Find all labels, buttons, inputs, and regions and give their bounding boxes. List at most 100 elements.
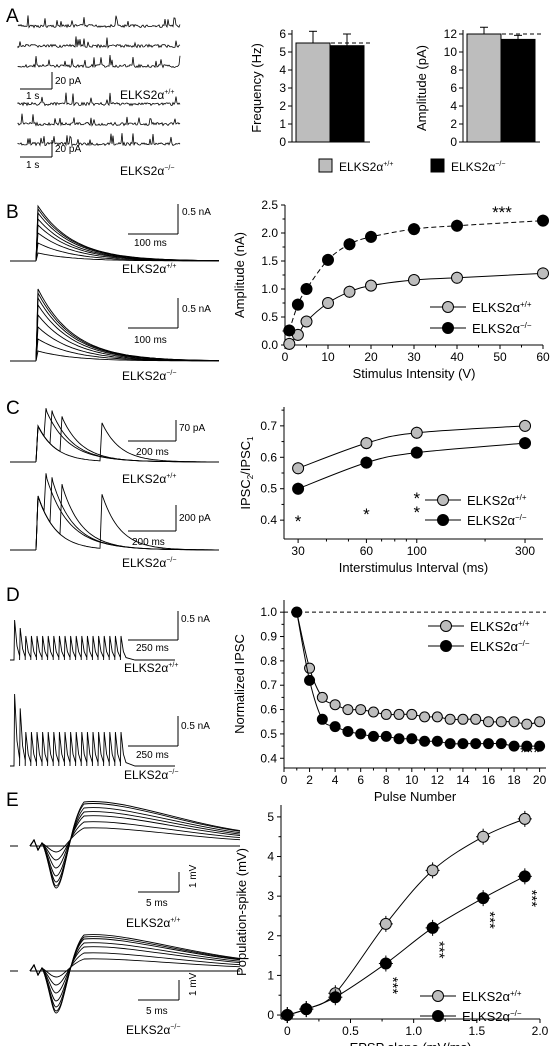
data-point-ko bbox=[534, 740, 546, 752]
data-point-ko bbox=[365, 230, 377, 243]
y-tick-label: 2 bbox=[450, 117, 457, 131]
frequency-bar-chart: 0 1 2 3 4 5 6 Frequency (Hz) bbox=[249, 27, 370, 149]
panel-e-wt-scalebar: 5 ms 1 mV bbox=[138, 864, 199, 909]
significance-annotation: * bbox=[295, 512, 302, 531]
panel-c-ko-label: ELKS2α−/− bbox=[122, 556, 176, 570]
data-point-ko bbox=[342, 725, 354, 737]
x-tick-label: 1.0 bbox=[405, 1024, 422, 1038]
data-point-ko bbox=[457, 738, 469, 750]
y-axis-label: Normalized IPSC bbox=[232, 634, 247, 734]
significance-annotation: *** bbox=[481, 911, 498, 929]
panel-b-wt-scale-current: 0.5 nA bbox=[182, 207, 211, 218]
paired-pulse-trace bbox=[35, 410, 219, 463]
data-point-wt bbox=[355, 704, 367, 716]
data-point-ko bbox=[322, 253, 334, 266]
data-point-wt bbox=[329, 699, 341, 711]
bar-ko bbox=[329, 45, 365, 143]
y-tick-label: 1.5 bbox=[261, 254, 278, 268]
data-point-ko bbox=[431, 735, 443, 747]
y-tick-label: 0.0 bbox=[261, 338, 278, 352]
data-point-wt bbox=[292, 462, 305, 475]
data-point-wt bbox=[518, 812, 531, 825]
panel-e-ko-scale-voltage: 1 mV bbox=[188, 972, 199, 996]
legend-ko-swatch bbox=[430, 158, 445, 173]
data-point-ko bbox=[281, 1009, 294, 1022]
data-point-ko bbox=[519, 437, 532, 450]
panel-a-ko-scale-time: 1 s bbox=[26, 160, 39, 171]
x-tick-label: 6 bbox=[357, 773, 364, 787]
y-tick-label: 0.6 bbox=[260, 450, 277, 464]
panel-b-ko-scale-current: 0.5 nA bbox=[182, 304, 211, 315]
field-potential-trace bbox=[29, 958, 241, 978]
data-point-ko bbox=[304, 674, 316, 686]
panel-c-ko-scale-current: 200 pA bbox=[179, 513, 211, 524]
data-point-ko bbox=[470, 738, 482, 750]
legend-wt-label: ELKS2α+/+ bbox=[462, 989, 522, 1004]
x-tick-label: 30 bbox=[407, 350, 421, 364]
panel-d-ko-scalebar: 250 ms 0.5 nA bbox=[128, 716, 210, 761]
panel-b-traces bbox=[10, 204, 220, 362]
legend-marker bbox=[442, 301, 454, 313]
panel-c-ko-scalebar: 200 ms 200 pA bbox=[128, 505, 211, 548]
legend-wt-label: ELKS2α+/+ bbox=[339, 160, 393, 174]
y-tick-label: 0.6 bbox=[260, 703, 277, 717]
y-tick-label: 1.0 bbox=[261, 282, 278, 296]
paired-pulse-trace bbox=[35, 494, 219, 551]
y-tick-label: 0.7 bbox=[260, 678, 277, 692]
y-tick-label: 2 bbox=[279, 99, 286, 113]
data-point-ko bbox=[518, 870, 531, 883]
panel-c-ko-scale-time: 200 ms bbox=[132, 537, 165, 548]
data-point-ko bbox=[495, 738, 507, 750]
y-axis-label: Frequency (Hz) bbox=[249, 43, 264, 133]
y-tick-label: 0.9 bbox=[260, 630, 277, 644]
data-point-wt bbox=[300, 315, 313, 328]
data-point-ko bbox=[291, 298, 304, 311]
field-potential-trace bbox=[29, 811, 241, 877]
panel-a-ko-scalebar: 1 s 20 pA bbox=[20, 140, 81, 171]
field-potential-trace bbox=[29, 938, 241, 1008]
panel-b-ko-scalebar: 100 ms 0.5 nA bbox=[128, 298, 211, 346]
data-point-ko bbox=[406, 733, 418, 745]
panel-d-traces bbox=[10, 619, 175, 767]
x-tick-label: 30 bbox=[291, 544, 305, 558]
legend-marker bbox=[440, 620, 452, 632]
y-tick-label: 0.5 bbox=[260, 727, 277, 741]
legend-marker bbox=[437, 494, 449, 506]
data-point-wt bbox=[457, 713, 469, 725]
y-tick-label: 0 bbox=[279, 135, 286, 149]
x-tick-label: 18 bbox=[507, 773, 521, 787]
data-point-ko bbox=[316, 713, 328, 725]
panel-c-wt-scale-time: 200 ms bbox=[136, 447, 169, 458]
panel-a-ko-label: ELKS2α−/− bbox=[120, 164, 174, 178]
y-axis-label: Amplitude (pA) bbox=[414, 45, 429, 131]
data-point-wt bbox=[360, 437, 373, 450]
data-point-wt bbox=[444, 713, 456, 725]
x-tick-label: 16 bbox=[482, 773, 496, 787]
x-tick-label: 100 bbox=[407, 544, 427, 558]
x-tick-label: 2 bbox=[306, 773, 313, 787]
ipsc-trace bbox=[35, 288, 219, 362]
ipsc-trace bbox=[35, 223, 220, 262]
y-tick-label: 4 bbox=[279, 63, 286, 77]
data-point-ko bbox=[444, 738, 456, 750]
x-tick-label: 0.5 bbox=[342, 1024, 359, 1038]
panel-d-wt-scale-time: 250 ms bbox=[136, 643, 169, 654]
significance-annotation: *** bbox=[384, 977, 401, 995]
y-tick-label: 0.5 bbox=[260, 482, 277, 496]
significance-annotation: * bbox=[413, 489, 420, 508]
data-point-wt bbox=[379, 917, 392, 930]
significance-annotation: *** bbox=[523, 890, 540, 908]
significance-annotation: *** bbox=[492, 203, 512, 222]
panel-e-traces bbox=[10, 801, 241, 1014]
panel-a-wt-label: ELKS2α+/+ bbox=[120, 88, 174, 102]
panel-d-letter: D bbox=[6, 585, 20, 606]
data-point-wt bbox=[495, 716, 507, 728]
data-point-wt bbox=[283, 337, 296, 350]
legend-marker bbox=[437, 514, 449, 526]
panel-a-ko-scale-current: 20 pA bbox=[55, 144, 81, 155]
current-trace bbox=[17, 113, 181, 127]
y-tick-label: 1.0 bbox=[260, 605, 277, 619]
y-tick-label: 1 bbox=[279, 117, 286, 131]
bar-ko bbox=[500, 38, 536, 143]
